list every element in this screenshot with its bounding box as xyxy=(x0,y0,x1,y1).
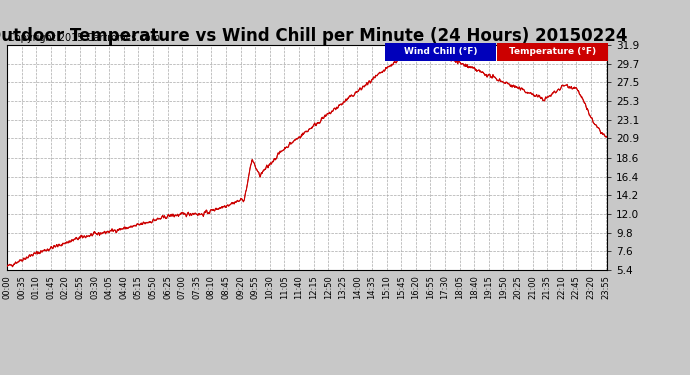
Text: Temperature (°F): Temperature (°F) xyxy=(509,47,596,56)
Text: Wind Chill (°F): Wind Chill (°F) xyxy=(404,47,477,56)
Text: Copyright 2015 Cartronics.com: Copyright 2015 Cartronics.com xyxy=(8,33,159,43)
FancyBboxPatch shape xyxy=(497,43,609,61)
Title: Outdoor Temperature vs Wind Chill per Minute (24 Hours) 20150224: Outdoor Temperature vs Wind Chill per Mi… xyxy=(0,27,627,45)
FancyBboxPatch shape xyxy=(385,43,496,61)
